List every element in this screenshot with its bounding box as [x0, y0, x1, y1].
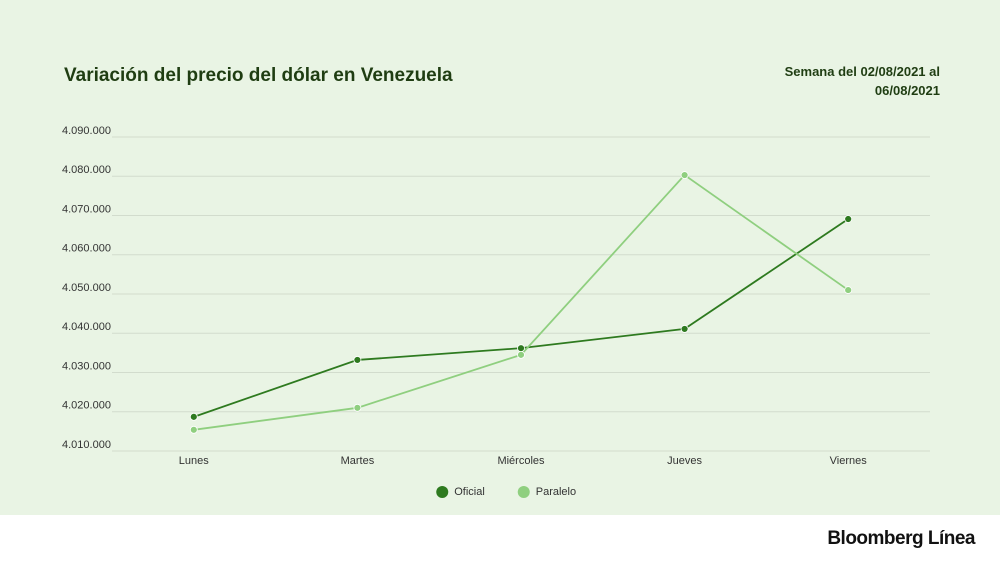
data-point [189, 412, 198, 421]
data-point [353, 403, 362, 412]
chart-title: Variación del precio del dólar en Venezu… [64, 65, 453, 86]
y-tick-label: 4.090.000 [62, 125, 111, 137]
logo: Bloomberg Línea [827, 528, 976, 549]
y-tick-label: 4.010.000 [62, 439, 111, 451]
data-point [353, 356, 362, 364]
data-point [680, 171, 689, 179]
x-tick-label: Martes [341, 455, 375, 467]
y-tick-label: 4.040.000 [62, 321, 111, 333]
legend-marker [436, 486, 449, 498]
data-point [844, 215, 853, 223]
data-point [517, 344, 525, 353]
data-point [189, 425, 198, 434]
y-tick-label: 4.080.000 [62, 164, 111, 176]
chart-background [0, 0, 1000, 515]
y-tick-label: 4.030.000 [62, 360, 111, 372]
data-point [844, 286, 853, 294]
data-point [517, 350, 525, 359]
x-tick-label: Viernes [830, 455, 868, 467]
legend-label: Paralelo [536, 486, 576, 498]
y-tick-label: 4.070.000 [62, 203, 111, 215]
chart-subtitle: Semana del 02/08/2021 al 06/08/2021 [784, 64, 940, 98]
x-tick-label: Miércoles [497, 455, 545, 467]
x-tick-label: Jueves [667, 455, 702, 467]
y-tick-label: 4.020.000 [62, 400, 111, 412]
y-tick-label: 4.050.000 [62, 282, 111, 294]
x-tick-label: Lunes [179, 455, 209, 467]
legend-label: Oficial [454, 486, 485, 498]
data-point [680, 325, 689, 333]
y-tick-label: 4.060.000 [62, 243, 111, 255]
legend-marker [517, 486, 530, 498]
